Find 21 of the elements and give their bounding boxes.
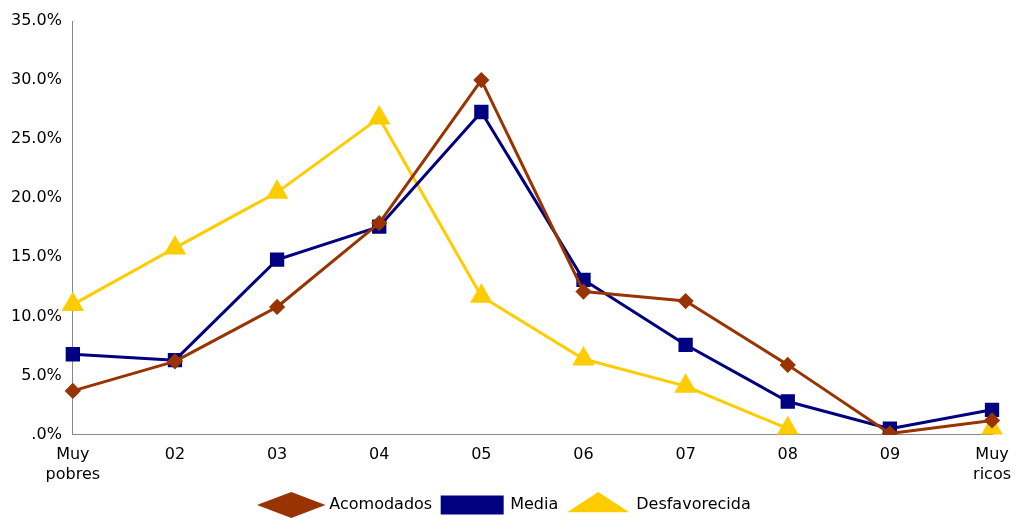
x-tick-label: 04 [369,444,390,464]
legend-label: Media [510,494,559,514]
y-tick-label: 25.0% [11,128,62,148]
x-tick-label: Muy ricos [973,444,1011,483]
y-tick-label: 30.0% [11,69,62,89]
legend-label: Acomodados [329,494,433,514]
y-tick-label: 5.0% [21,364,62,384]
y-tick-label: 10.0% [11,305,62,325]
x-tick-label: 03 [266,444,288,464]
x-tick-label: 02 [164,444,186,464]
x-tick-label: 08 [777,444,798,464]
x-tick-label: Muy pobres [45,444,101,483]
y-tick-label: 35.0% [11,10,62,30]
y-tick-label: 20.0% [11,187,62,207]
x-tick-label: 09 [879,444,901,464]
x-tick-label: 06 [573,444,594,464]
legend-label: Desfavorecida [636,494,751,514]
x-tick-label: 05 [471,444,492,464]
y-tick-label: 15.0% [11,246,62,266]
x-tick-label: 07 [675,444,696,464]
y-tick-label: .0% [31,423,62,443]
